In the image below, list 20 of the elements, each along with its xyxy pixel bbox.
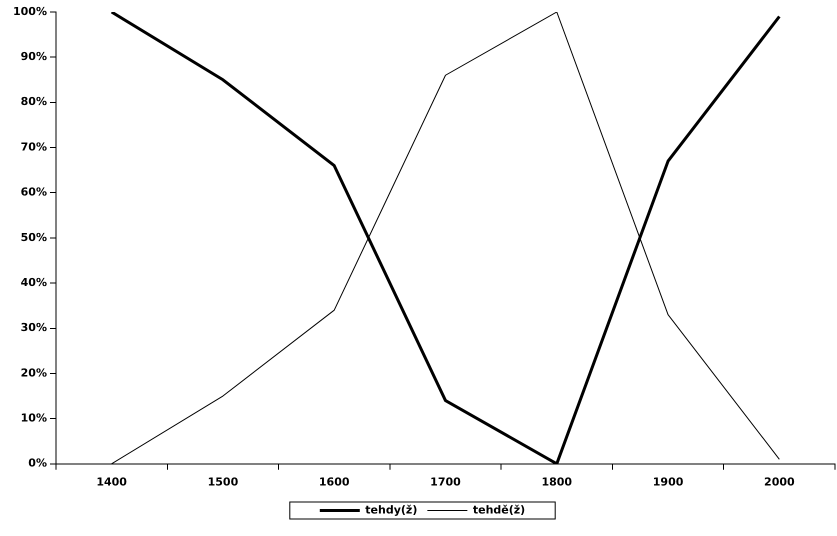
y-tick-label: 20% [20, 366, 47, 380]
x-tick-label: 1500 [208, 475, 239, 488]
y-tick-label: 100% [13, 4, 47, 18]
x-tick-label: 1800 [541, 475, 572, 488]
x-tick-label: 2000 [764, 475, 796, 488]
y-tick-label: 70% [20, 140, 47, 154]
legend-label: tehdě(ž) [472, 503, 526, 516]
x-tick-label: 1700 [430, 475, 462, 488]
y-tick-label: 60% [20, 186, 47, 199]
y-tick-label: 90% [20, 50, 47, 64]
legend-label: tehdy(ž) [365, 503, 418, 516]
x-tick-label: 1900 [652, 475, 684, 488]
y-tick-label: 10% [20, 411, 47, 424]
y-tick-label: 30% [20, 321, 47, 334]
y-tick-label: 0% [28, 456, 47, 470]
x-tick-label: 1400 [96, 475, 128, 488]
y-tick-label: 80% [20, 95, 47, 108]
y-tick-label: 50% [20, 230, 47, 244]
y-tick-label: 40% [20, 276, 47, 289]
x-tick-label: 1600 [318, 475, 350, 488]
